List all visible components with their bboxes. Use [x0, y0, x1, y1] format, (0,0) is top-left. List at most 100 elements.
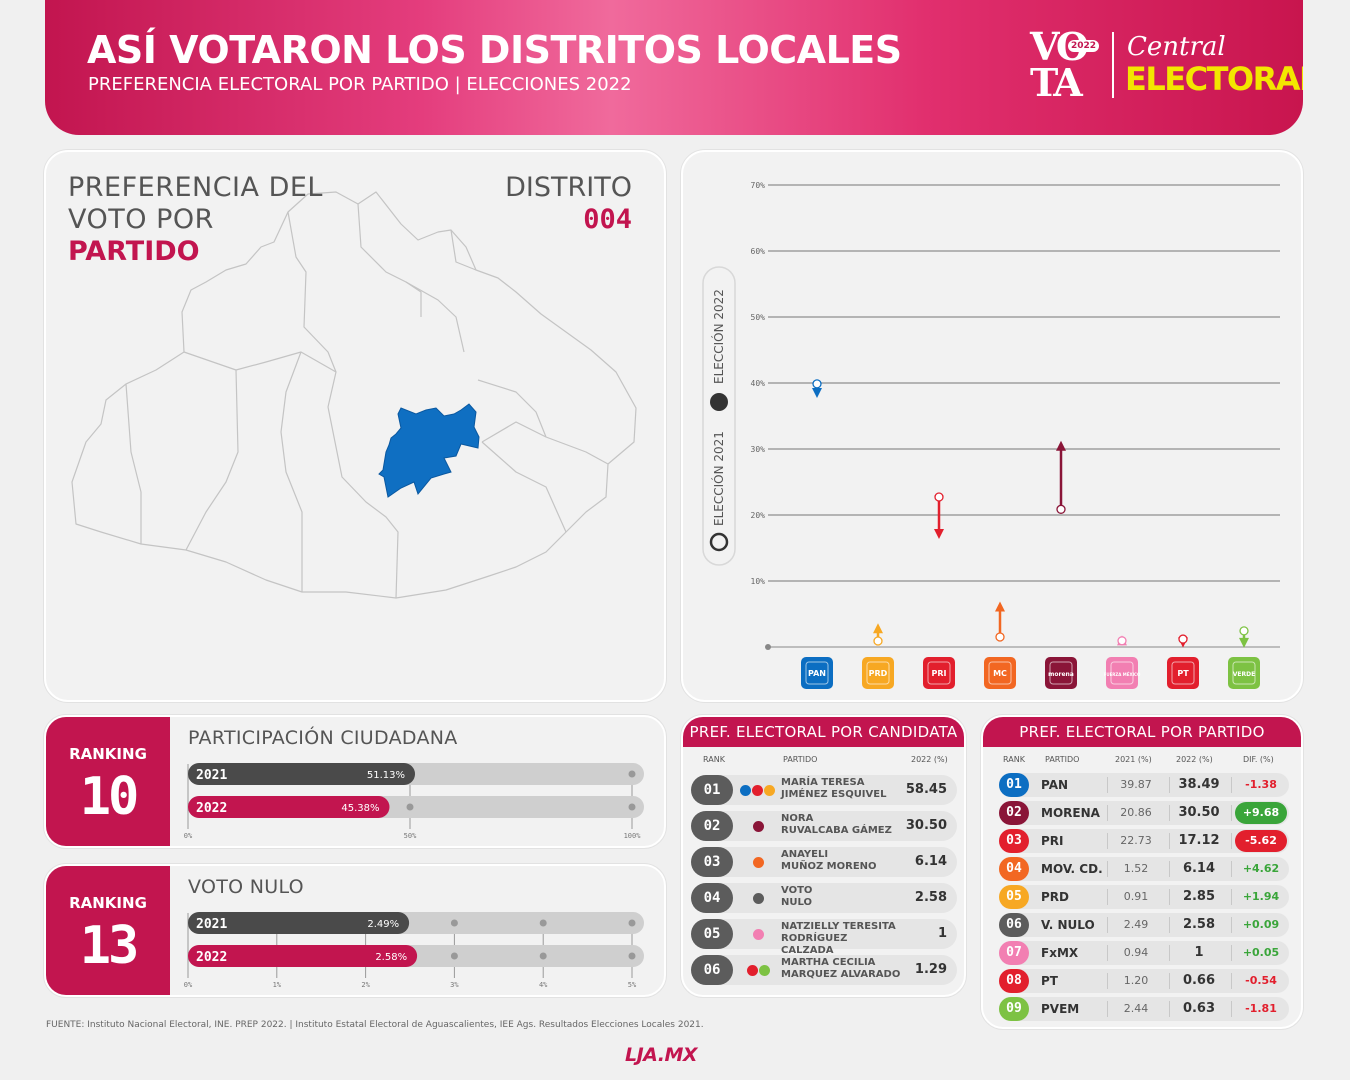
- col-2021-header: 2021 (%): [1115, 755, 1152, 764]
- page-title: ASÍ VOTARON LOS DISTRITOS LOCALES: [87, 28, 902, 72]
- partido-name: MORENA: [1041, 806, 1100, 820]
- tick-dot: [450, 952, 458, 960]
- candidata-name-line2: NULO: [781, 897, 813, 908]
- partido-2021-value: 0.94: [1123, 946, 1149, 959]
- party-logo-icon: PRI: [923, 657, 955, 689]
- partido-rank: 05: [999, 885, 1029, 909]
- col-partido-header: PARTIDO: [783, 755, 818, 764]
- partido-row: 06 V. NULO 2.49 2.58 +0.09: [999, 913, 1289, 937]
- party-color-dot: [753, 821, 764, 832]
- partido-dif-value: +4.62: [1242, 862, 1280, 875]
- party-color-dot: [753, 929, 764, 940]
- column-separator: [1231, 917, 1232, 933]
- col-rank-header: RANK: [1003, 755, 1025, 764]
- partido-row: 05 PRD 0.91 2.85 +1.94: [999, 885, 1289, 909]
- partido-2021-value: 20.86: [1120, 806, 1152, 819]
- partido-dif-value: -1.81: [1245, 1002, 1277, 1015]
- candidata-row: 03 ANAYELI MUÑOZ MORENO 6.14: [691, 847, 957, 877]
- candidata-name: MARÍA TERESA JIMÉNEZ ESQUIVEL: [781, 777, 901, 801]
- bar-value-label: 2.58%: [375, 952, 407, 963]
- ranking-badge: RANKING 10: [46, 717, 170, 846]
- tick-dot: [406, 803, 414, 811]
- tick-label: 5%: [628, 981, 637, 989]
- party-logo-icon: PT: [1167, 657, 1199, 689]
- map-title-line2: VOTO POR: [68, 204, 214, 235]
- candidata-name: NATZIELLY TERESITA RODRÍGUEZ CALZADA: [781, 921, 901, 957]
- bar-year-label: 2021: [196, 917, 227, 932]
- y-tick-label: 40%: [751, 379, 766, 388]
- bar-fill-2022: [188, 796, 390, 818]
- partido-name: PAN: [1041, 778, 1069, 792]
- candidata-name-line2: RODRÍGUEZ CALZADA: [781, 933, 848, 956]
- point-2021: [812, 379, 822, 389]
- partido-dif-value: -5.62: [1235, 830, 1287, 852]
- vota-logo: VO TA 2022: [1030, 28, 1110, 103]
- partido-row: 03 PRI 22.73 17.12 -5.62: [999, 829, 1289, 853]
- bar-value-label: 51.13%: [367, 770, 405, 781]
- candidata-name-line1: VOTO: [781, 885, 813, 896]
- ranking-number: 13: [79, 916, 140, 976]
- partido-dif-value: +0.09: [1242, 918, 1280, 931]
- candidata-row: 04 VOTO NULO 2.58: [691, 883, 957, 913]
- partido-dif-value: +1.94: [1242, 890, 1280, 903]
- map-border: [481, 441, 567, 533]
- party-color-dot: [759, 965, 770, 976]
- partido-2022-value: 38.49: [1178, 777, 1220, 792]
- candidata-name: MARTHA CECILIA MARQUEZ ALVARADO: [781, 957, 901, 981]
- map-border: [125, 383, 142, 544]
- bar-fill-2021: [188, 763, 416, 785]
- legend-2021-label: ELECCIÓN 2021: [711, 431, 726, 526]
- candidata-name-line2: MUÑOZ MORENO: [781, 861, 877, 872]
- y-tick-label: 60%: [751, 247, 766, 256]
- column-separator: [1169, 777, 1170, 793]
- bar-value-label: 45.38%: [341, 803, 379, 814]
- point-2021: [1056, 504, 1066, 514]
- partido-2021-value: 1.52: [1123, 862, 1149, 875]
- column-separator: [1169, 805, 1170, 821]
- point-2022: [934, 529, 944, 540]
- tick-label: 1%: [273, 981, 282, 989]
- candidata-name-line2: RUVALCABA GÁMEZ: [781, 825, 892, 836]
- point-2022: [1239, 637, 1249, 648]
- column-separator: [1107, 777, 1108, 793]
- partido-dif-value: -0.54: [1245, 974, 1277, 987]
- axis-origin-dot: [765, 644, 771, 650]
- participacion-title: PARTICIPACIÓN CIUDADANA: [188, 727, 458, 749]
- tick-dot: [539, 919, 547, 927]
- voto-nulo-title: VOTO NULO: [188, 876, 304, 898]
- y-tick-label: 50%: [751, 313, 766, 322]
- party-color-dot: [747, 965, 758, 976]
- voto-nulo-bars: 0% 1% 2% 3% 4% 5% 2021 2.49% 2022 2.58%: [184, 912, 644, 989]
- candidata-name-line2: JIMÉNEZ ESQUIVEL: [781, 789, 887, 800]
- tick-dot: [628, 919, 636, 927]
- map-border: [280, 351, 303, 592]
- partido-dif-value: +0.05: [1242, 946, 1280, 959]
- partido-name: PVEM: [1041, 1002, 1080, 1016]
- party-logo-icon: FUERZA MÉXICO: [1104, 657, 1141, 689]
- tick-dot: [628, 770, 636, 778]
- partido-rank: 02: [999, 801, 1029, 825]
- legend-2022-label: ELECCIÓN 2022: [711, 289, 726, 384]
- candidata-name-line1: NATZIELLY TERESITA: [781, 921, 896, 932]
- partido-2021-value: 2.49: [1123, 918, 1149, 931]
- party-logo-label: PT: [1177, 669, 1189, 678]
- lja-logo: LJA.MX: [625, 1044, 698, 1066]
- point-2021: [995, 632, 1005, 642]
- map-border: [405, 281, 422, 317]
- column-separator: [1169, 917, 1170, 933]
- map-title: PREFERENCIA DEL VOTO POR: [68, 172, 323, 236]
- point-2022: [995, 601, 1005, 612]
- point-2021: [1239, 626, 1249, 636]
- candidata-row: 02 NORA RUVALCABA GÁMEZ 30.50: [691, 811, 957, 841]
- partido-2022-value: 1: [1194, 945, 1204, 960]
- legend-pill: [702, 266, 736, 566]
- column-separator: [1107, 833, 1108, 849]
- party-series-pvem: [1239, 626, 1249, 648]
- point-2021: [873, 636, 883, 646]
- partido-rank: 08: [999, 969, 1029, 993]
- partido-name: FxMX: [1041, 946, 1079, 960]
- party-color-dot: [752, 785, 763, 796]
- column-separator: [1169, 945, 1170, 961]
- y-tick-label: 70%: [751, 181, 766, 190]
- column-separator: [1107, 973, 1108, 989]
